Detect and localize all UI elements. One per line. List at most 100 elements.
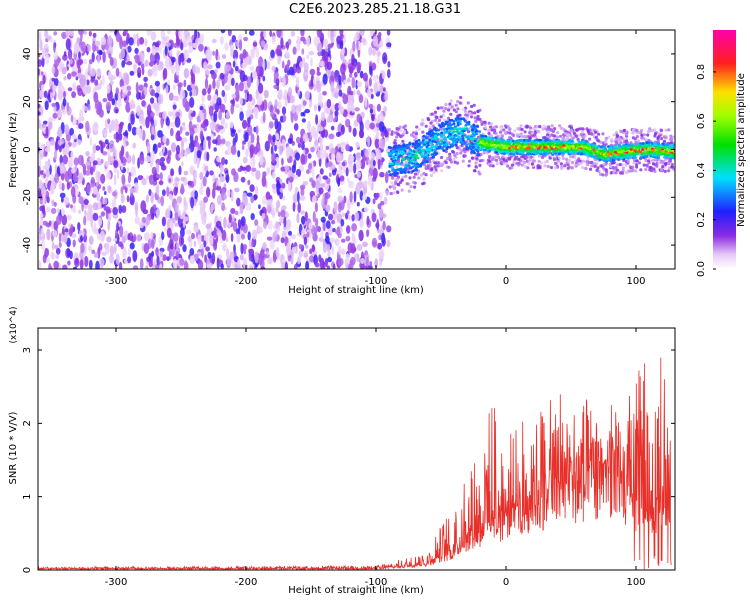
spectrogram-noise-cell bbox=[69, 250, 73, 260]
spectrogram-noise-cell bbox=[325, 220, 331, 229]
spectrogram-halo-cell bbox=[595, 162, 599, 166]
spectrogram-noise-cell bbox=[125, 151, 129, 159]
spectrogram-noise-cell bbox=[189, 128, 195, 136]
spectrogram-noise-cell bbox=[306, 231, 310, 238]
spectrogram-noise-cell bbox=[100, 263, 104, 269]
spectrogram-halo-cell bbox=[429, 173, 433, 178]
spectrogram-halo-cell bbox=[644, 167, 648, 172]
spectrogram-noise-cell bbox=[194, 190, 198, 200]
spectrogram-noise-cell bbox=[356, 160, 360, 170]
spectrogram-halo-cell bbox=[588, 137, 592, 141]
spectrogram-halo-cell bbox=[422, 172, 426, 176]
spectrogram-halo-cell bbox=[655, 164, 659, 168]
spectrogram-noise-cell bbox=[334, 91, 339, 99]
spectrogram-halo-cell bbox=[659, 168, 664, 172]
spectrogram-noise-cell bbox=[112, 145, 116, 153]
spectrogram-noise-cell bbox=[212, 78, 216, 89]
spectrogram-noise-cell bbox=[255, 141, 261, 153]
spectrogram-halo-cell bbox=[615, 163, 620, 167]
spectrogram-noise-cell bbox=[239, 203, 244, 215]
spectrogram-noise-cell bbox=[190, 112, 195, 118]
spectrogram-halo-cell bbox=[571, 160, 575, 165]
spectrogram-halo-cell bbox=[474, 165, 478, 169]
spectrogram-noise-cell bbox=[346, 210, 350, 215]
spectrogram-halo-cell bbox=[636, 139, 641, 143]
spectrogram-noise-cell bbox=[221, 229, 227, 241]
spectrogram-halo-cell bbox=[491, 164, 495, 168]
spectrogram-noise-cell bbox=[176, 37, 181, 47]
spectrogram-halo-cell bbox=[634, 169, 638, 173]
spectrogram-noise-cell bbox=[46, 35, 52, 40]
spectrogram-halo-cell bbox=[413, 185, 417, 189]
spectrogram-noise-cell bbox=[275, 133, 280, 141]
spectrogram-noise-cell bbox=[261, 195, 267, 206]
spectrogram-noise-cell bbox=[249, 66, 255, 72]
spectrogram-noise-cell bbox=[95, 260, 100, 269]
spectrogram-noise-cell bbox=[197, 234, 202, 245]
spectrogram-noise-cell bbox=[305, 260, 310, 269]
spectrogram-noise-cell bbox=[44, 30, 49, 38]
spectrogram-noise-cell bbox=[383, 56, 387, 61]
spectrogram-noise-cell bbox=[155, 185, 159, 194]
spectrogram-halo-cell bbox=[434, 115, 438, 119]
spectrogram-noise-cell bbox=[209, 170, 214, 176]
spectrogram-noise-cell bbox=[227, 144, 232, 156]
spectrogram-noise-cell bbox=[302, 100, 307, 106]
spectrogram-noise-cell bbox=[314, 262, 320, 268]
spectrogram-halo-cell bbox=[621, 166, 625, 170]
spectrogram-halo-cell bbox=[589, 167, 593, 171]
spectrogram-halo-cell bbox=[651, 129, 655, 133]
spectrogram-noise-cell bbox=[90, 67, 96, 77]
spectrogram-noise-cell bbox=[104, 197, 108, 205]
spectrogram-noise-cell bbox=[301, 118, 306, 123]
spectrogram-halo-cell bbox=[431, 159, 435, 163]
spectrogram-noise-cell bbox=[85, 151, 90, 157]
spectrogram-noise-cell bbox=[242, 244, 248, 250]
spectrogram-halo-cell bbox=[559, 126, 563, 130]
spectrogram-noise-cell bbox=[165, 208, 171, 219]
spectrogram-noise-cell bbox=[175, 111, 181, 117]
spectrogram-noise-cell bbox=[136, 38, 140, 47]
spectrogram-noise-cell bbox=[90, 78, 95, 83]
spectrogram-noise-cell bbox=[84, 209, 87, 216]
spectrogram-noise-cell bbox=[297, 142, 302, 148]
spectrogram-noise-cell bbox=[213, 110, 218, 123]
spectrogram-noise-cell bbox=[251, 97, 256, 106]
spectrogram-noise-cell bbox=[77, 154, 84, 166]
spectrogram-halo-cell bbox=[582, 159, 586, 163]
spectrogram-halo-cell bbox=[453, 160, 457, 164]
spectrogram-noise-cell bbox=[297, 35, 300, 45]
spectrogram-halo-cell bbox=[389, 191, 393, 196]
spectrogram-noise-cell bbox=[127, 247, 131, 256]
spectrogram-halo-cell bbox=[646, 133, 650, 137]
spectrogram-noise-cell bbox=[52, 86, 56, 97]
spectrogram-halo-cell bbox=[508, 157, 512, 161]
spectrogram-noise-cell bbox=[297, 89, 300, 97]
spectrogram-signal-cell bbox=[442, 127, 446, 131]
spectrogram-noise-cell bbox=[236, 197, 241, 207]
spectrogram-noise-cell bbox=[298, 243, 303, 250]
spectrogram-noise-cell bbox=[299, 195, 306, 201]
spectrogram-noise-cell bbox=[95, 145, 101, 151]
spectrogram-noise-cell bbox=[86, 44, 92, 52]
spectrogram-noise-cell bbox=[204, 77, 209, 90]
spectrogram-noise-cell bbox=[111, 197, 117, 210]
spectrogram-noise-cell bbox=[330, 147, 336, 154]
spectrogram-noise-cell bbox=[246, 121, 251, 128]
spectrogram-halo-cell bbox=[506, 164, 510, 168]
spectrogram-halo-cell bbox=[635, 163, 639, 167]
spectrogram-noise-cell bbox=[146, 46, 151, 53]
spectrogram-noise-cell bbox=[183, 170, 189, 176]
spectrogram-noise-cell bbox=[221, 138, 226, 145]
spectrogram-halo-cell bbox=[584, 166, 588, 171]
spectrogram-halo-cell bbox=[488, 154, 492, 158]
spectrogram-noise-cell bbox=[335, 131, 341, 137]
spectrogram-halo-cell bbox=[468, 111, 472, 116]
spectrogram-noise-cell bbox=[351, 53, 355, 66]
spectrogram-noise-cell bbox=[183, 79, 187, 88]
spectrogram-halo-cell bbox=[474, 161, 478, 165]
spectrogram-noise-cell bbox=[316, 75, 320, 82]
spectrogram-noise-cell bbox=[381, 232, 386, 244]
spectrogram-noise-cell bbox=[106, 84, 111, 94]
spectrogram-noise-cell bbox=[83, 215, 87, 226]
